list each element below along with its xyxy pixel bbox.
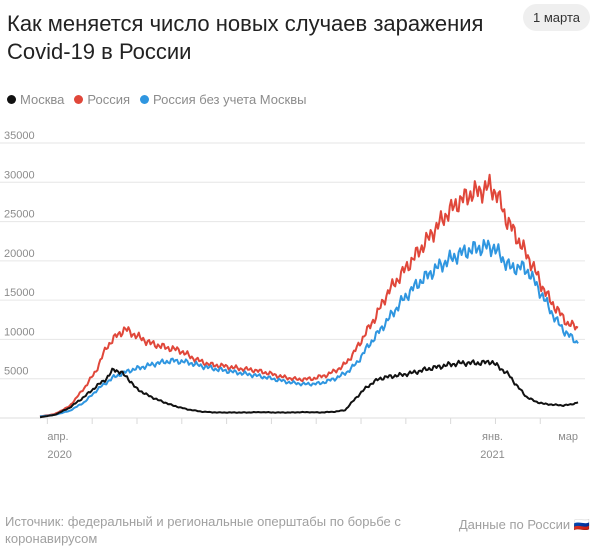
legend: Москва Россия Россия без учета Москвы — [7, 92, 306, 107]
legend-dot-icon — [7, 95, 16, 104]
legend-item-moscow[interactable]: Москва — [7, 92, 64, 107]
series-line-1 — [39, 239, 579, 418]
y-axis-ticks: 5000 10000 15000 20000 25000 30000 35000 — [4, 130, 35, 378]
legend-item-russia[interactable]: Россия — [74, 92, 130, 107]
source-note: Источник: федеральный и региональные опе… — [5, 514, 401, 546]
y-tick-label: 5000 — [4, 366, 28, 378]
chart-grid — [0, 142, 585, 424]
y-tick-label: 35000 — [4, 130, 35, 142]
series-line-0 — [39, 173, 579, 418]
legend-item-russia-no-moscow[interactable]: Россия без учета Москвы — [140, 92, 306, 107]
x-axis-ticks: апр. 2020 янв. 2021 мар — [47, 431, 578, 461]
data-link[interactable]: Данные по России 🇷🇺 — [458, 517, 590, 532]
x-tick-year-label: 2020 — [47, 449, 71, 461]
x-tick-label: янв. — [482, 431, 503, 443]
legend-dot-icon — [140, 95, 150, 104]
y-tick-label: 30000 — [4, 169, 35, 181]
chart-title: Как меняется число новых случаев заражен… — [7, 11, 484, 64]
line-chart: 5000 10000 15000 20000 25000 30000 35000 апр. 2… — [0, 130, 585, 461]
y-tick-label: 20000 — [4, 248, 35, 260]
y-tick-label: 15000 — [4, 287, 35, 299]
x-tick-label: мар — [558, 431, 578, 443]
series-line-2 — [39, 359, 579, 419]
y-tick-label: 25000 — [4, 209, 35, 221]
date-badge[interactable]: 1 марта — [523, 4, 590, 31]
legend-dot-icon — [74, 95, 84, 104]
y-tick-label: 10000 — [4, 326, 35, 338]
chart-lines — [39, 173, 579, 419]
legend-label: Москва — [20, 92, 65, 107]
legend-label: Россия — [87, 92, 131, 107]
x-tick-label: апр. — [47, 431, 68, 443]
x-tick-year-label: 2021 — [480, 449, 504, 461]
legend-label: Россия без учета Москвы — [153, 92, 307, 107]
